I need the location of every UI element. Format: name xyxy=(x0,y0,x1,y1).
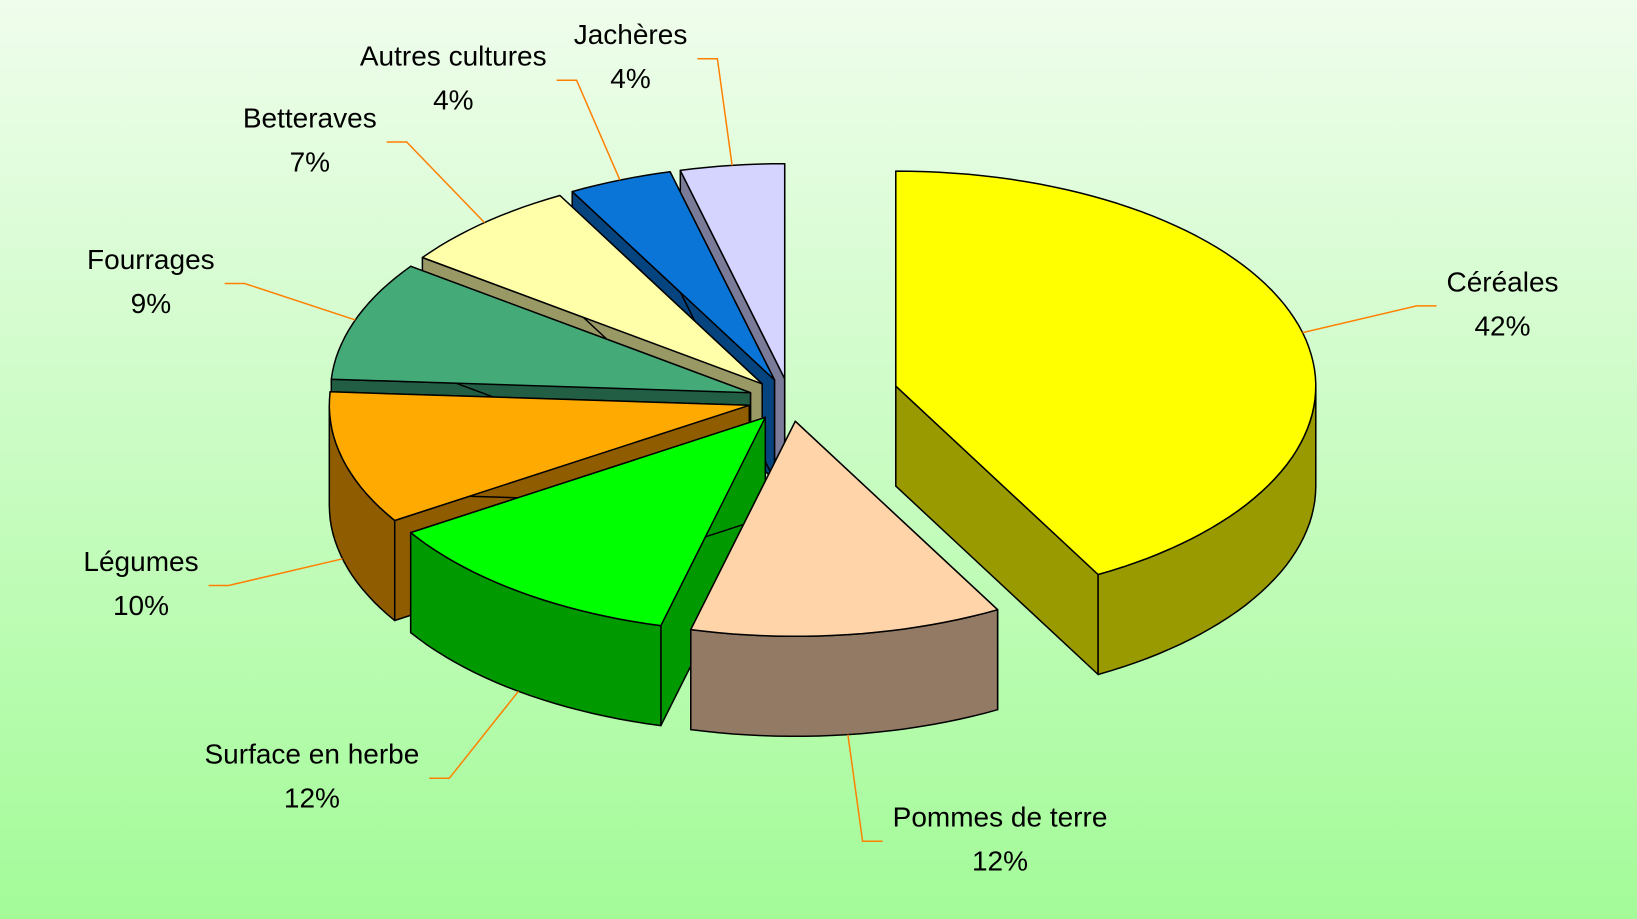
slice-label: Jachères xyxy=(574,19,688,50)
leader-line xyxy=(1302,305,1437,334)
slice-label: Betteraves xyxy=(243,102,377,133)
leader-line xyxy=(697,57,733,166)
leader-line xyxy=(224,282,356,321)
slice-top xyxy=(409,416,767,627)
slice-label: Fourrages xyxy=(87,244,215,275)
slice-value: 10% xyxy=(113,590,169,621)
leader-line xyxy=(429,690,519,780)
slice-value: 12% xyxy=(284,783,340,814)
slice-label: Surface en herbe xyxy=(205,739,420,770)
slice-value: 7% xyxy=(290,146,330,177)
slice-label: Légumes xyxy=(83,546,198,577)
slice-top xyxy=(330,265,752,394)
slice-value: 9% xyxy=(131,288,171,319)
slice-value: 4% xyxy=(433,85,473,116)
leader-line xyxy=(386,141,486,224)
pie-slice xyxy=(690,420,999,738)
slice-label: Pommes de terre xyxy=(893,802,1108,833)
slice-top xyxy=(328,391,751,522)
leader-line xyxy=(556,79,621,181)
slice-label: Autres cultures xyxy=(360,41,547,72)
slice-top xyxy=(690,420,999,638)
slice-label: Céréales xyxy=(1446,266,1558,297)
slice-value: 4% xyxy=(610,63,650,94)
leader-line xyxy=(208,558,343,587)
slice-value: 12% xyxy=(972,846,1028,877)
slice-value: 42% xyxy=(1474,310,1530,341)
leader-line xyxy=(847,734,883,843)
pie-slice xyxy=(895,170,1317,676)
